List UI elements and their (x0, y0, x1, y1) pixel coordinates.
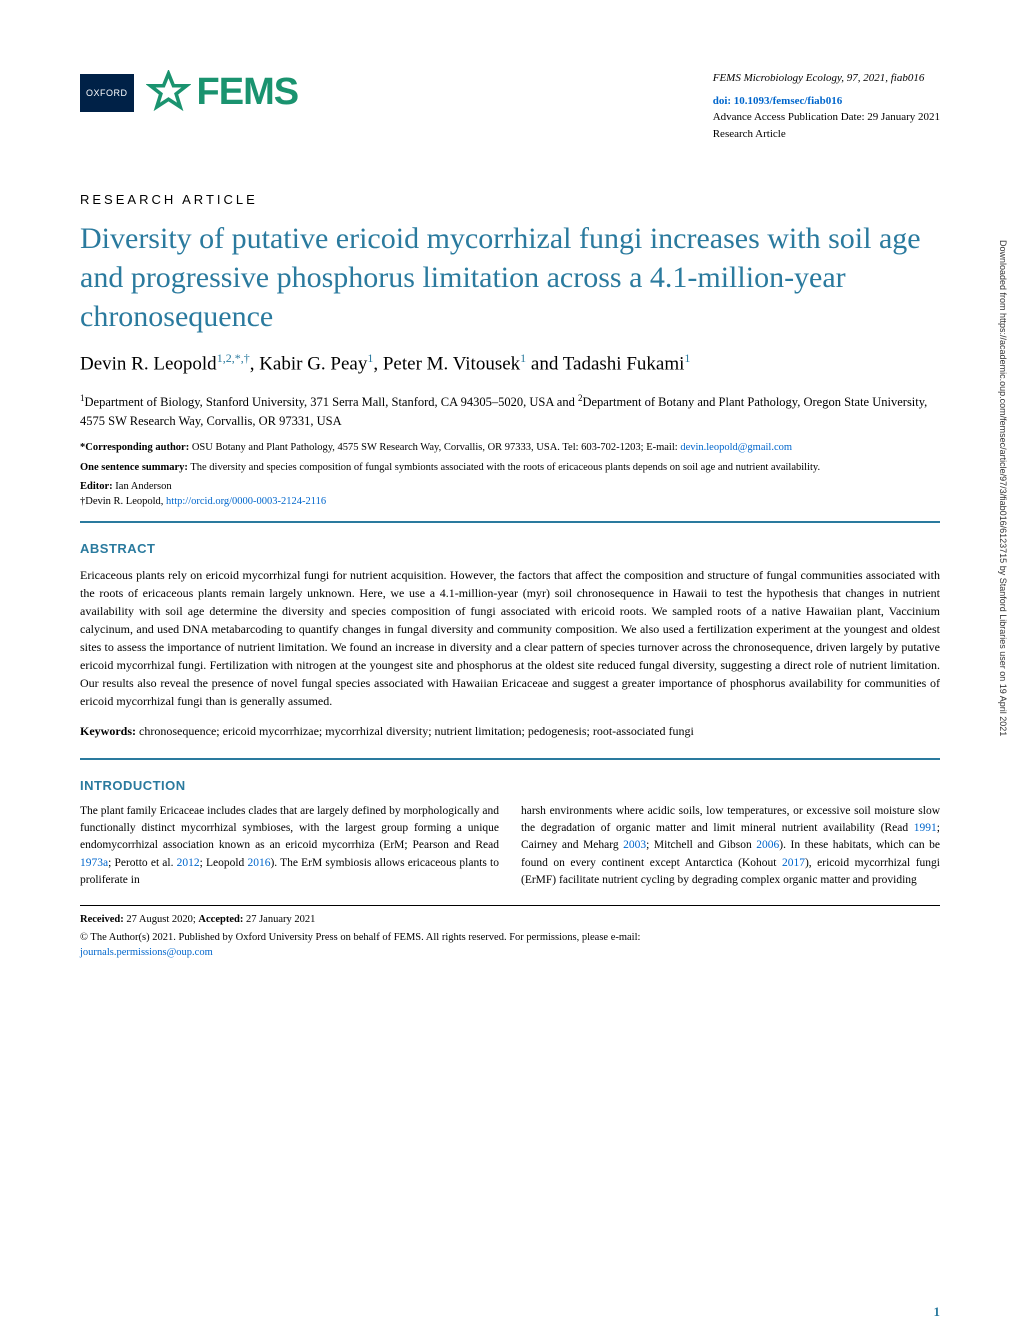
accepted-label: Accepted: (198, 914, 243, 925)
keywords-label: Keywords: (80, 724, 136, 738)
pub-date: Advance Access Publication Date: 29 Janu… (713, 109, 940, 126)
ref-2017[interactable]: 2017 (782, 857, 805, 869)
logo-section: OXFORD FEMS (80, 70, 298, 115)
divider-1 (80, 521, 940, 523)
orcid-line: †Devin R. Leopold, http://orcid.org/0000… (80, 496, 940, 507)
ref-2003[interactable]: 2003 (623, 839, 646, 851)
intro-col-1: The plant family Ericaceae includes clad… (80, 803, 499, 889)
copyright-text: © The Author(s) 2021. Published by Oxfor… (80, 932, 640, 943)
corr-text: OSU Botany and Plant Pathology, 4575 SW … (189, 442, 680, 453)
received-label: Received: (80, 914, 124, 925)
summary-line: One sentence summary: The diversity and … (80, 461, 940, 476)
abstract-text: Ericaceous plants rely on ericoid mycorr… (80, 566, 940, 710)
article-label: Research Article (713, 126, 940, 143)
author-4-sup: 1 (684, 351, 690, 365)
accepted-date: 27 January 2021 (243, 914, 315, 925)
intro-heading: INTRODUCTION (80, 778, 940, 793)
ref-2006[interactable]: 2006 (756, 839, 779, 851)
divider-2 (80, 758, 940, 760)
keywords-line: Keywords: chronosequence; ericoid mycorr… (80, 722, 940, 740)
author-1-sup: 1,2,*,† (217, 351, 250, 365)
abstract-heading: ABSTRACT (80, 541, 940, 556)
keywords-text: chronosequence; ericoid mycorrhizae; myc… (136, 724, 694, 738)
ref-2016[interactable]: 2016 (247, 857, 270, 869)
editor-name: Ian Anderson (113, 481, 172, 492)
ref-2012[interactable]: 2012 (177, 857, 200, 869)
author-3-pre: , Peter M. Vitousek (373, 353, 520, 374)
received-line: Received: 27 August 2020; Accepted: 27 J… (80, 914, 940, 925)
article-title: Diversity of putative ericoid mycorrhiza… (80, 219, 940, 336)
intro-text-1b: ; Perotto et al. (108, 857, 177, 869)
aff-1: Department of Biology, Stanford Universi… (85, 395, 578, 409)
author-1: Devin R. Leopold (80, 353, 217, 374)
intro-col-2: harsh environments where acidic soils, l… (521, 803, 940, 889)
ref-1991[interactable]: 1991 (914, 822, 937, 834)
intro-text-1a: The plant family Ericaceae includes clad… (80, 805, 499, 852)
received-date: 27 August 2020; (124, 914, 199, 925)
intro-text-2c: ; Mitchell and Gibson (646, 839, 756, 851)
summary-text: The diversity and species composition of… (188, 462, 820, 473)
author-4-pre: and Tadashi Fukami (526, 353, 684, 374)
orcid-prefix: †Devin R. Leopold, (80, 496, 166, 507)
header-row: OXFORD FEMS FEMS Microbiology Ecology, 9… (80, 70, 940, 142)
summary-label: One sentence summary: (80, 462, 188, 473)
download-sidebar-text: Downloaded from https://academic.oup.com… (998, 240, 1008, 1140)
header-meta: FEMS Microbiology Ecology, 97, 2021, fia… (713, 70, 940, 142)
oxford-logo: OXFORD (80, 74, 134, 112)
authors-line: Devin R. Leopold1,2,*,†, Kabir G. Peay 1,… (80, 350, 940, 378)
fems-text: FEMS (197, 71, 299, 114)
article-type-label: RESEARCH ARTICLE (80, 192, 940, 207)
affiliations: 1Department of Biology, Stanford Univers… (80, 392, 940, 431)
fems-icon (146, 70, 191, 115)
editor-line: Editor: Ian Anderson (80, 481, 940, 492)
intro-text-2a: harsh environments where acidic soils, l… (521, 805, 940, 834)
fems-logo: FEMS (146, 70, 299, 115)
intro-columns: The plant family Ericaceae includes clad… (80, 803, 940, 889)
intro-text-1c: ; Leopold (200, 857, 248, 869)
corr-label: *Corresponding author: (80, 442, 189, 453)
author-2-pre: , Kabir G. Peay (250, 353, 368, 374)
corr-email[interactable]: devin.leopold@gmail.com (680, 442, 792, 453)
permissions-email[interactable]: journals.permissions@oup.com (80, 947, 213, 958)
editor-label: Editor: (80, 481, 113, 492)
corresponding-author: *Corresponding author: OSU Botany and Pl… (80, 441, 940, 456)
ref-1973a[interactable]: 1973a (80, 857, 108, 869)
copyright-line: © The Author(s) 2021. Published by Oxfor… (80, 931, 940, 960)
footer-divider (80, 905, 940, 906)
journal-line: FEMS Microbiology Ecology, 97, 2021, fia… (713, 70, 940, 87)
doi-link[interactable]: doi: 10.1093/femsec/fiab016 (713, 93, 940, 110)
orcid-link[interactable]: http://orcid.org/0000-0003-2124-2116 (166, 496, 326, 507)
page-number: 1 (934, 1304, 941, 1320)
